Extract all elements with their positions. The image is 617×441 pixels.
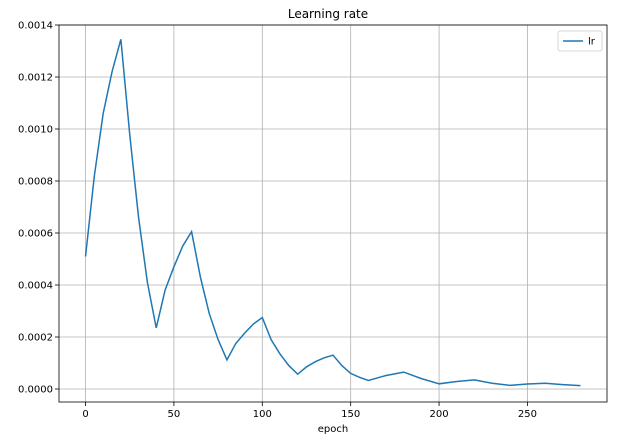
axis-ticks: 0 50 100 150 200 250 0.0000 0.0002 0.0004 0.0006 0… [18,21,537,421]
y-tick-label-5: 0.0010 [18,125,53,136]
x-tick-label-150: 150 [341,409,360,420]
x-axis-label: epoch [318,424,348,435]
grid-lines [59,24,607,402]
y-tick-label-0: 0.0000 [18,385,53,396]
x-tick-label-50: 50 [168,409,181,420]
plot-area-frame [58,24,608,403]
y-tick-label-1: 0.0002 [18,333,53,344]
series-line-lr [84,39,581,387]
x-tick-label-100: 100 [253,409,272,420]
x-tick-label-200: 200 [430,409,449,420]
x-tick-label-0: 0 [82,409,88,420]
y-tick-label-7: 0.0014 [18,21,53,32]
x-tick-label-250: 250 [518,409,537,420]
legend-label-lr: lr [588,37,596,48]
y-tick-label-4: 0.0008 [18,177,53,188]
y-tick-label-2: 0.0004 [18,281,53,292]
chart-title: Learning rate [288,7,368,21]
y-tick-label-6: 0.0012 [18,73,53,84]
legend: lr [557,30,603,52]
y-tick-label-3: 0.0006 [18,229,53,240]
